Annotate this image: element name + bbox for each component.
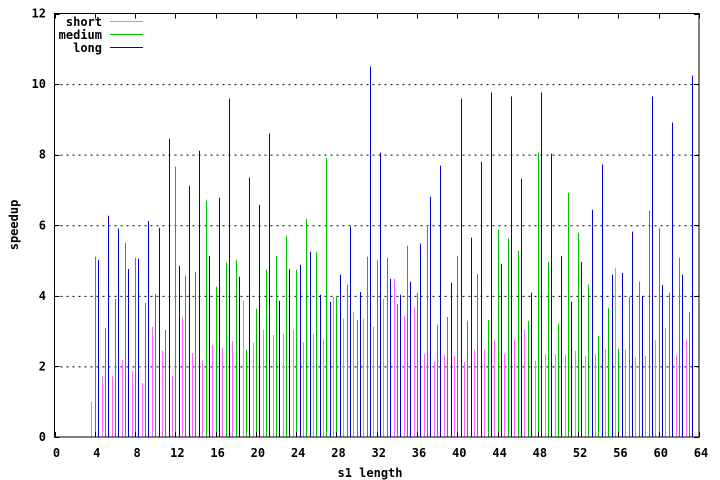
x-tick-label: 16 (210, 446, 224, 460)
y-tick-label: 0 (39, 430, 46, 444)
x-tick-label: 48 (533, 446, 547, 460)
x-tick-label: 8 (133, 446, 140, 460)
x-tick-label: 24 (291, 446, 305, 460)
legend-label-medium: medium (59, 28, 102, 42)
x-axis-title: s1 length (337, 466, 402, 480)
y-tick-label: 8 (39, 148, 46, 162)
x-tick-label: 20 (251, 446, 265, 460)
y-tick-label: 4 (39, 289, 46, 303)
y-tick-label: 12 (32, 7, 46, 21)
x-tick-label: 64 (694, 446, 708, 460)
x-tick-label: 36 (412, 446, 426, 460)
x-tick-label: 56 (613, 446, 627, 460)
y-tick-label: 10 (32, 77, 46, 91)
y-axis-title: speedup (7, 200, 21, 251)
x-tick-label: 4 (93, 446, 100, 460)
y-tick-labels: 0 2 4 6 8 10 12 (32, 7, 46, 445)
bars (91, 66, 693, 437)
legend-label-long: long (73, 41, 102, 55)
x-tick-label: 0 (53, 446, 60, 460)
x-tick-label: 44 (492, 446, 506, 460)
x-tick-label: 40 (452, 446, 466, 460)
x-tick-label: 28 (331, 446, 345, 460)
y-tick-label: 2 (39, 359, 46, 373)
x-tick-label: 32 (372, 446, 386, 460)
x-tick-labels: 0 4 8 12 16 20 24 28 32 36 40 44 48 52 56 60 64 (53, 446, 708, 460)
x-tick-label: 52 (573, 446, 587, 460)
x-tick-label: 60 (653, 446, 667, 460)
x-tick-label: 12 (170, 446, 184, 460)
legend-label-short: short (66, 15, 102, 29)
y-tick-label: 6 (39, 218, 46, 232)
ticks (54, 13, 700, 438)
